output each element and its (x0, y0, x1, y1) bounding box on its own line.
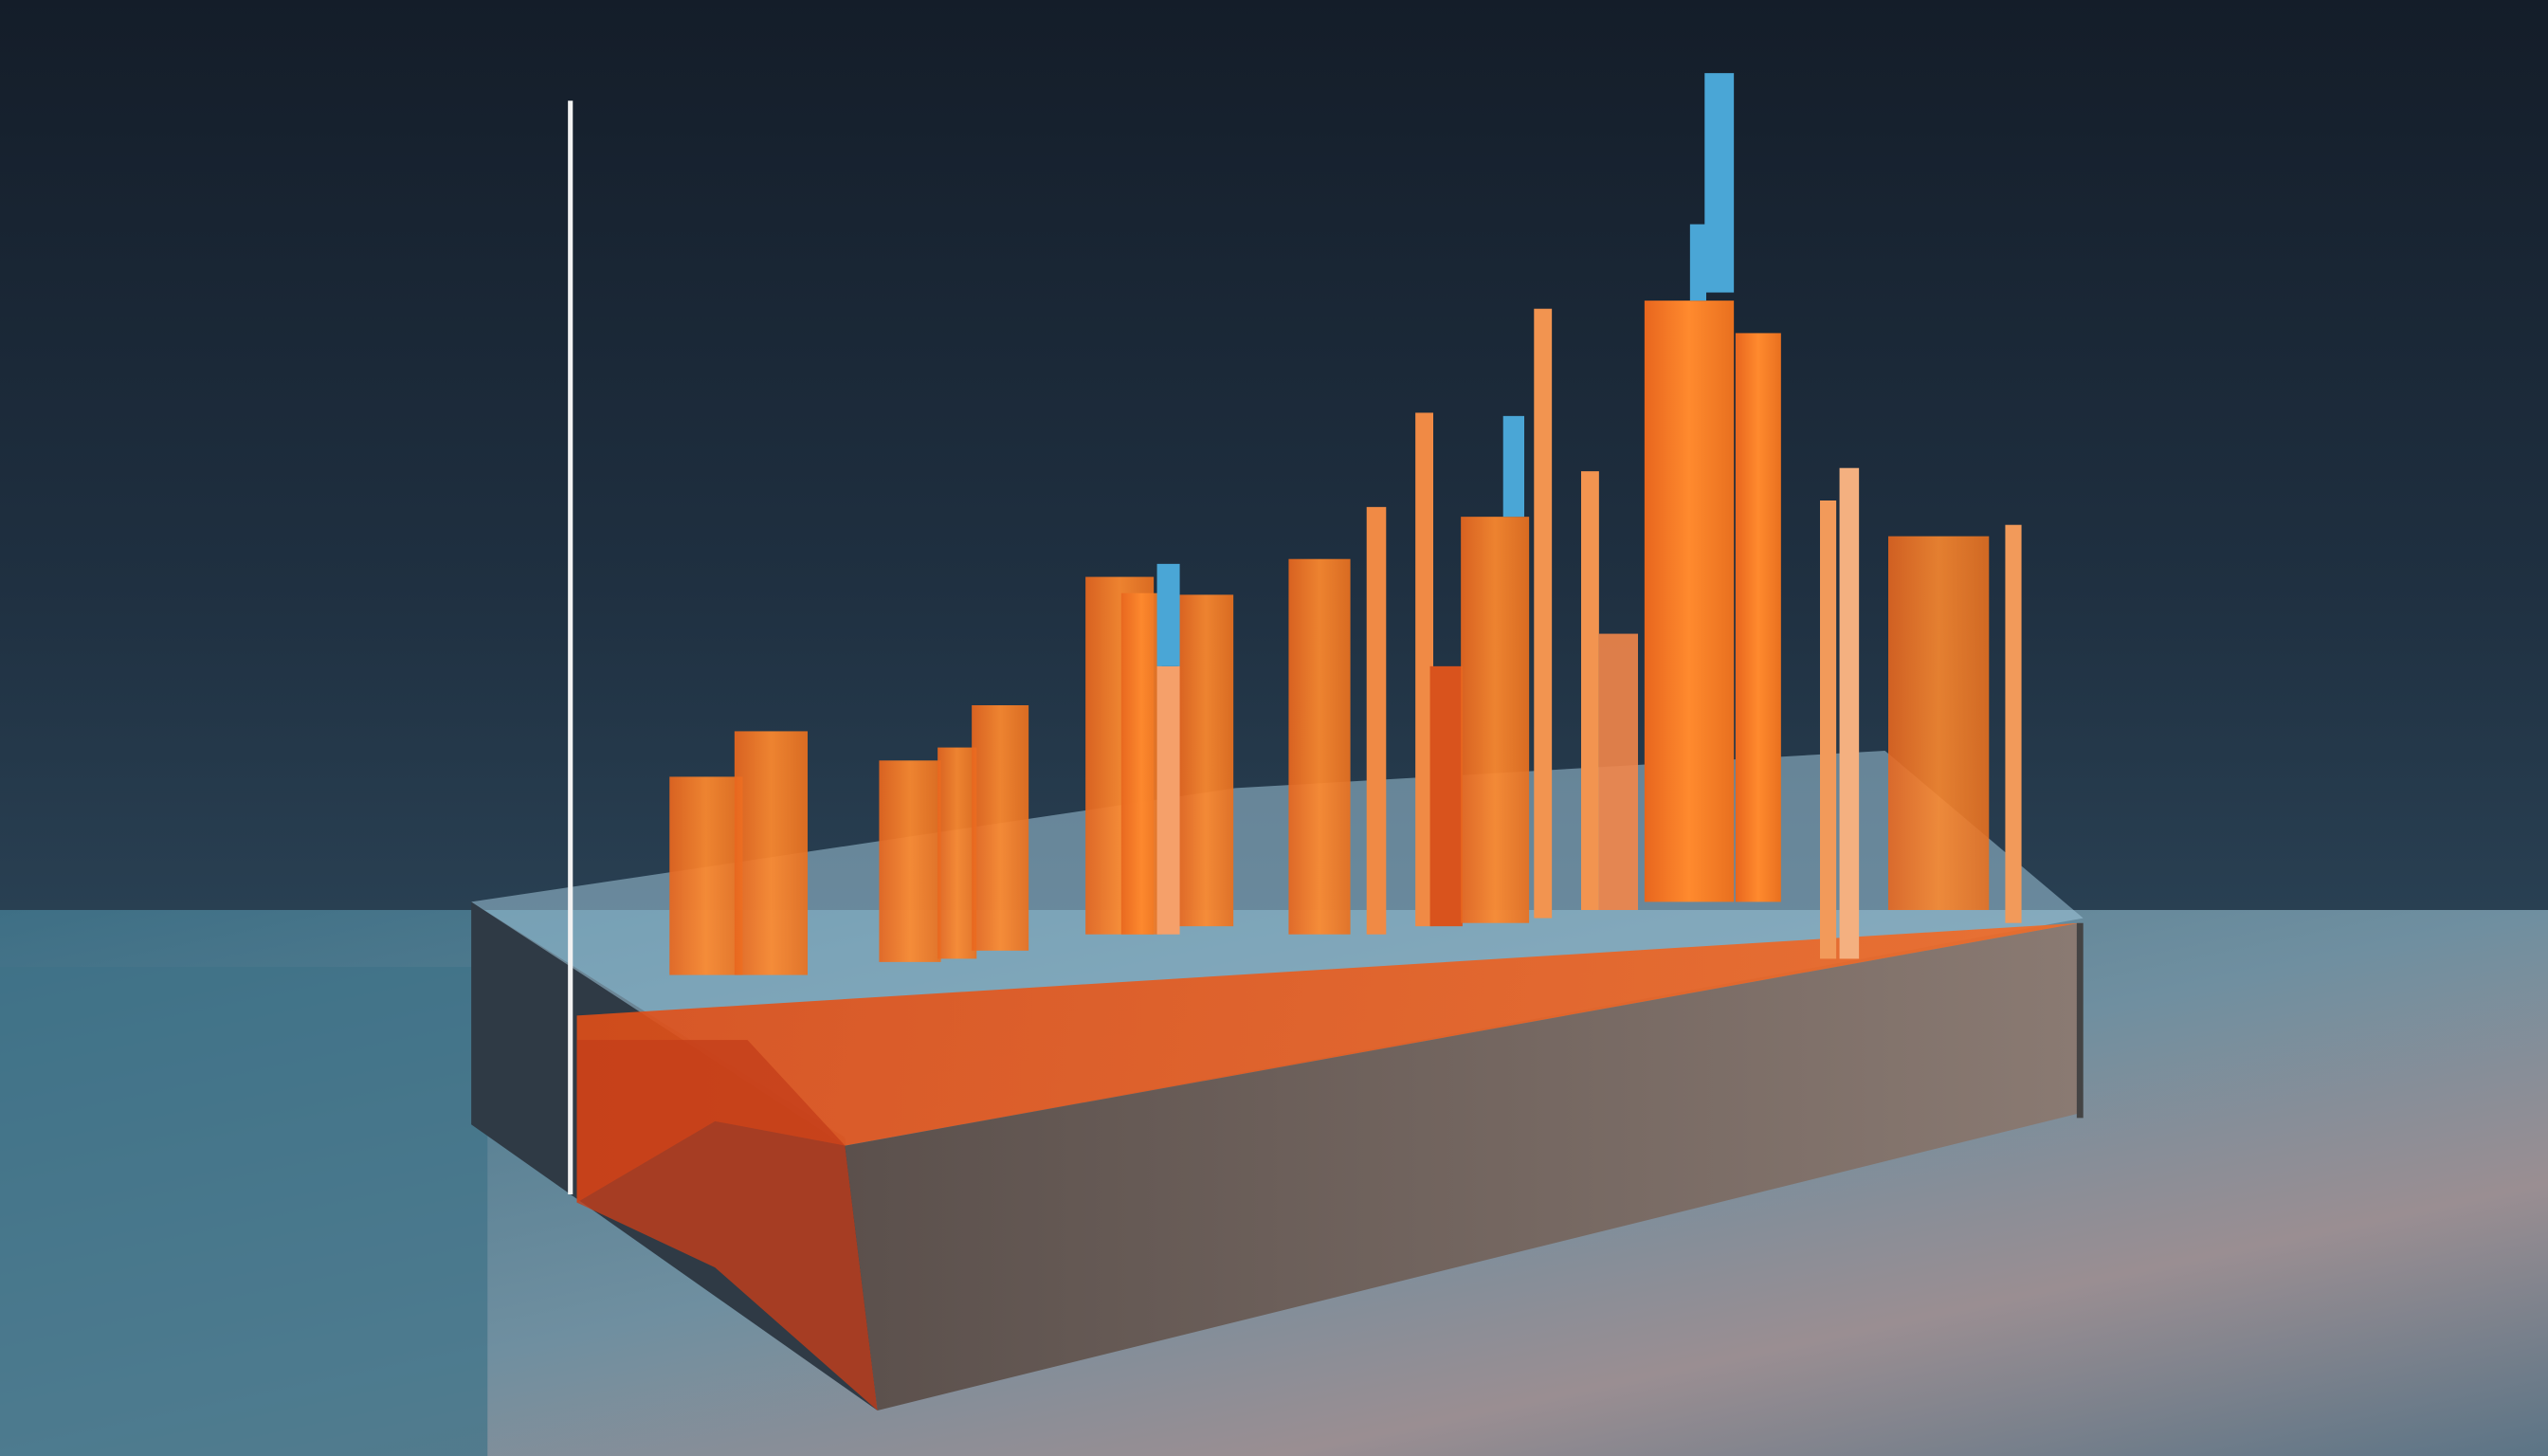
bar (1598, 633, 1638, 910)
bar (734, 731, 808, 975)
bar (1156, 665, 1180, 935)
bar (972, 705, 1029, 951)
bar (2005, 524, 2022, 923)
orange-reflection (576, 922, 2081, 1203)
bar (1461, 517, 1530, 923)
bar (1735, 333, 1781, 902)
bar (1888, 536, 1990, 910)
bar (1415, 412, 1433, 927)
bar (1120, 592, 1162, 935)
base-front-face (845, 922, 2081, 1410)
bar (1177, 594, 1234, 927)
bar (1366, 506, 1387, 935)
bar (1534, 308, 1553, 919)
bar (669, 776, 743, 975)
bar (1839, 467, 1860, 959)
bar (1820, 500, 1837, 959)
base-inner (576, 1040, 878, 1410)
bar (1644, 300, 1735, 902)
bar (879, 760, 941, 962)
bar (1429, 665, 1463, 927)
bar (937, 747, 977, 959)
bar-cap (1689, 224, 1706, 301)
bar-cap (1502, 415, 1524, 518)
bar-cap (1704, 73, 1735, 293)
bar (1581, 471, 1599, 910)
bar (1288, 558, 1351, 935)
bars (669, 73, 2022, 975)
bar-cap (1156, 563, 1180, 666)
floor-left (0, 967, 488, 1456)
